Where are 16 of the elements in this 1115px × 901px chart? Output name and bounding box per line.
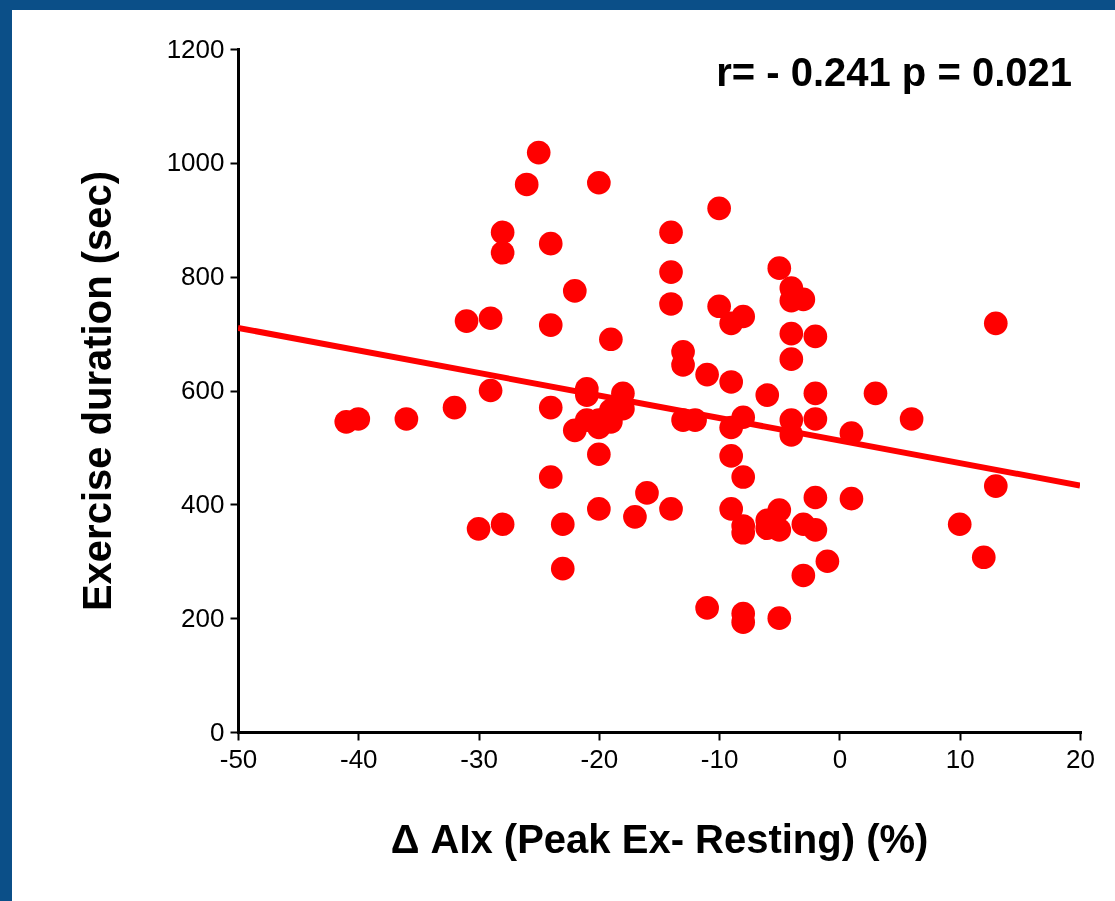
x-tick-label: 10 (945, 743, 975, 774)
x-axis-title: Δ AIx (Peak Ex- Resting) (%) (390, 816, 929, 861)
y-tick-label: 800 (181, 261, 225, 292)
y-tick-label: 1000 (166, 147, 225, 178)
y-tick-label: 400 (181, 488, 225, 519)
y-tick-label: 1200 (166, 33, 225, 64)
x-tick-label: -20 (580, 743, 619, 774)
y-tick-label: 200 (181, 602, 225, 633)
x-tick-label: -30 (460, 743, 498, 774)
y-axis-title: Exercise duration (sec) (74, 170, 119, 612)
y-tick-label: 600 (181, 375, 225, 405)
x-tick-label: -40 (340, 743, 378, 774)
x-tick-label: 20 (1066, 743, 1095, 774)
x-tick-label: -10 (700, 743, 739, 774)
x-tick-label: 0 (832, 743, 848, 774)
annotation: r= - 0.241 p = 0.021 (716, 50, 1072, 94)
